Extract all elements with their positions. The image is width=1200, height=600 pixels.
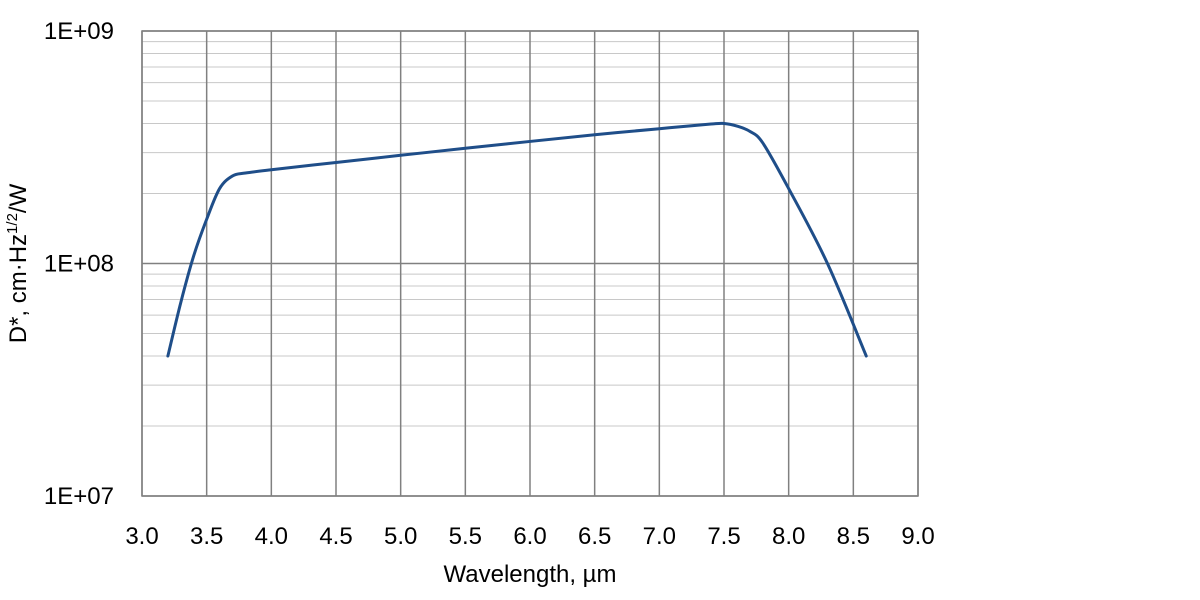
x-tick-label: 4.0 — [255, 523, 288, 550]
plot-frame — [141, 30, 919, 497]
x-tick-label: 8.5 — [837, 523, 870, 550]
y-axis-label-main: D*, cm·Hz — [5, 234, 32, 343]
x-tick-label: 3.5 — [190, 523, 223, 550]
y-axis-ticks: 1E+07 1E+08 1E+09 — [44, 18, 114, 510]
y-tick-label: 1E+08 — [44, 251, 114, 278]
x-tick-label: 5.0 — [384, 523, 417, 550]
x-tick-label: 3.0 — [125, 523, 158, 550]
y-tick-label: 1E+07 — [44, 483, 114, 510]
x-tick-label: 8.0 — [772, 523, 805, 550]
x-tick-label: 4.5 — [319, 523, 352, 550]
x-tick-label: 9.0 — [901, 523, 934, 550]
x-tick-label: 5.5 — [449, 523, 482, 550]
y-axis-label-suffix: /W — [5, 183, 32, 213]
x-axis-label: Wavelength, µm — [443, 561, 616, 588]
y-axis-label: D*, cm·Hz1/2/W — [4, 183, 32, 343]
x-tick-label: 7.0 — [643, 523, 676, 550]
y-tick-label: 1E+09 — [44, 18, 114, 45]
x-tick-label: 7.5 — [707, 523, 740, 550]
x-tick-label: 6.0 — [513, 523, 546, 550]
y-axis-label-superscript: 1/2 — [4, 213, 21, 234]
x-tick-label: 6.5 — [578, 523, 611, 550]
series-line — [166, 121, 868, 358]
x-axis-ticks: 3.0 3.5 4.0 4.5 5.0 5.5 6.0 6.5 7.0 7.5 8.0 8.5 9.0 — [125, 523, 934, 550]
